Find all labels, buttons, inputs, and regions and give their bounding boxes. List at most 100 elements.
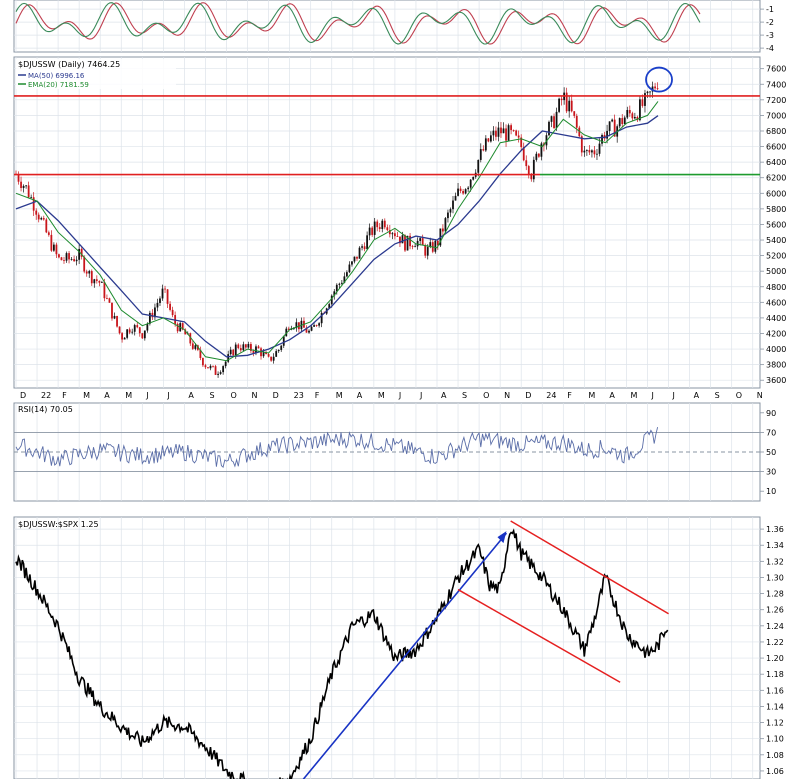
price-bar-body <box>166 289 169 304</box>
price-bar-body <box>106 298 108 299</box>
price-bar-body <box>383 220 386 228</box>
price-bar-body <box>308 330 310 333</box>
x-tick-label: F <box>567 391 572 400</box>
price-bar-body <box>126 329 129 338</box>
x-tick-label: S <box>715 391 720 400</box>
price-bar-body <box>232 349 235 356</box>
price-bar-body <box>346 272 348 277</box>
y-tick-label: 7000 <box>766 111 786 120</box>
price-bar-body <box>378 227 381 230</box>
price-bar-body <box>560 98 563 101</box>
price-bar-body <box>330 295 333 305</box>
price-bar-body <box>532 159 535 180</box>
price-bar-body <box>633 116 636 119</box>
y-tick-label: 1.06 <box>766 767 784 776</box>
x-tick-label: F <box>315 391 320 400</box>
price-bar-body <box>237 344 240 349</box>
price-bar-body <box>396 236 399 237</box>
price-bar-body <box>171 309 174 316</box>
price-bar-body <box>181 323 184 330</box>
y-tick-label: 5000 <box>766 267 786 276</box>
price-bar-body <box>58 254 60 258</box>
price-bar-body <box>424 245 427 256</box>
y-tick-label: 7600 <box>766 65 786 74</box>
price-bar-body <box>479 149 482 160</box>
price-bar-body <box>525 160 528 167</box>
price-bar-body <box>502 128 505 134</box>
price-bar-body <box>568 100 571 112</box>
y-tick-label: 6800 <box>766 127 786 136</box>
price-bar-body <box>27 185 30 198</box>
price-bar-body <box>22 185 25 189</box>
y-tick-label: 3800 <box>766 361 786 370</box>
price-bar-body <box>348 264 351 273</box>
x-tick-label: 24 <box>546 391 556 400</box>
y-tick-label: 5600 <box>766 220 786 229</box>
price-bar-body <box>548 121 550 136</box>
price-bar-body <box>209 365 212 369</box>
price-bar-body <box>42 218 45 220</box>
price-bar-body <box>654 86 656 89</box>
ratio-series <box>15 520 669 779</box>
price-bar-body <box>100 282 103 283</box>
price-bar-body <box>429 242 432 248</box>
price-bar-body <box>146 323 149 331</box>
y-tick-label: -1 <box>766 5 774 14</box>
price-bar-body <box>414 246 417 248</box>
x-tick-label: A <box>188 391 194 400</box>
price-bar-body <box>138 327 141 334</box>
price-bar-body <box>419 238 422 241</box>
price-bar-body <box>80 248 83 257</box>
price-bar-body <box>618 118 621 127</box>
x-tick-label: O <box>483 391 489 400</box>
y-tick-label: 4400 <box>766 314 786 323</box>
price-bar-body <box>366 235 369 250</box>
price-bar-body <box>512 130 515 131</box>
channel-top-line <box>510 520 669 615</box>
y-tick-label: 4200 <box>766 329 786 338</box>
price-bar-body <box>580 136 583 153</box>
price-bar-body <box>623 117 626 125</box>
price-bar-body <box>340 282 343 284</box>
y-tick-label: -2 <box>766 18 774 27</box>
price-bar-body <box>214 366 217 375</box>
price-bar-body <box>477 159 480 173</box>
x-tick-label: J <box>166 391 169 400</box>
price-bar-body <box>204 365 207 368</box>
y-tick-label: 7400 <box>766 80 786 89</box>
y-tick-label: 1.36 <box>766 525 784 534</box>
y-tick-label: 7200 <box>766 96 786 105</box>
price-bar-body <box>30 197 33 199</box>
y-tick-label: 5800 <box>766 205 786 214</box>
y-tick-label: 1.20 <box>766 654 784 663</box>
price-bar-body <box>75 259 78 262</box>
rsi-series <box>14 426 760 473</box>
price-bar-body <box>388 230 391 235</box>
y-tick-label: 1.18 <box>766 670 784 679</box>
price-bar-body <box>217 373 219 375</box>
price-bar-body <box>219 372 222 374</box>
price-bar-body <box>252 350 255 354</box>
price-bar-body <box>487 138 490 142</box>
ema20-line <box>15 101 659 362</box>
price-bar-body <box>45 219 48 233</box>
price-bar-body <box>85 271 88 274</box>
price-bar-body <box>381 220 384 230</box>
price-bar-body <box>176 323 179 332</box>
price-bar-body <box>489 135 492 142</box>
price-bar-body <box>596 153 598 155</box>
macd-panel <box>13 0 761 53</box>
price-bar-body <box>32 197 35 211</box>
price-bar-body <box>565 92 568 112</box>
y-tick-label: 1.30 <box>766 573 784 582</box>
price-bar-body <box>406 235 409 251</box>
price-bar-body <box>454 195 457 201</box>
x-tick-label: A <box>104 391 110 400</box>
x-tick-label: A <box>694 391 700 400</box>
price-bar-body <box>449 209 452 213</box>
price-bar-body <box>156 302 159 308</box>
price-bar-body <box>159 298 161 303</box>
price-bar-body <box>515 130 518 136</box>
price-bar-body <box>63 260 65 261</box>
x-tick-label: M <box>588 391 595 400</box>
